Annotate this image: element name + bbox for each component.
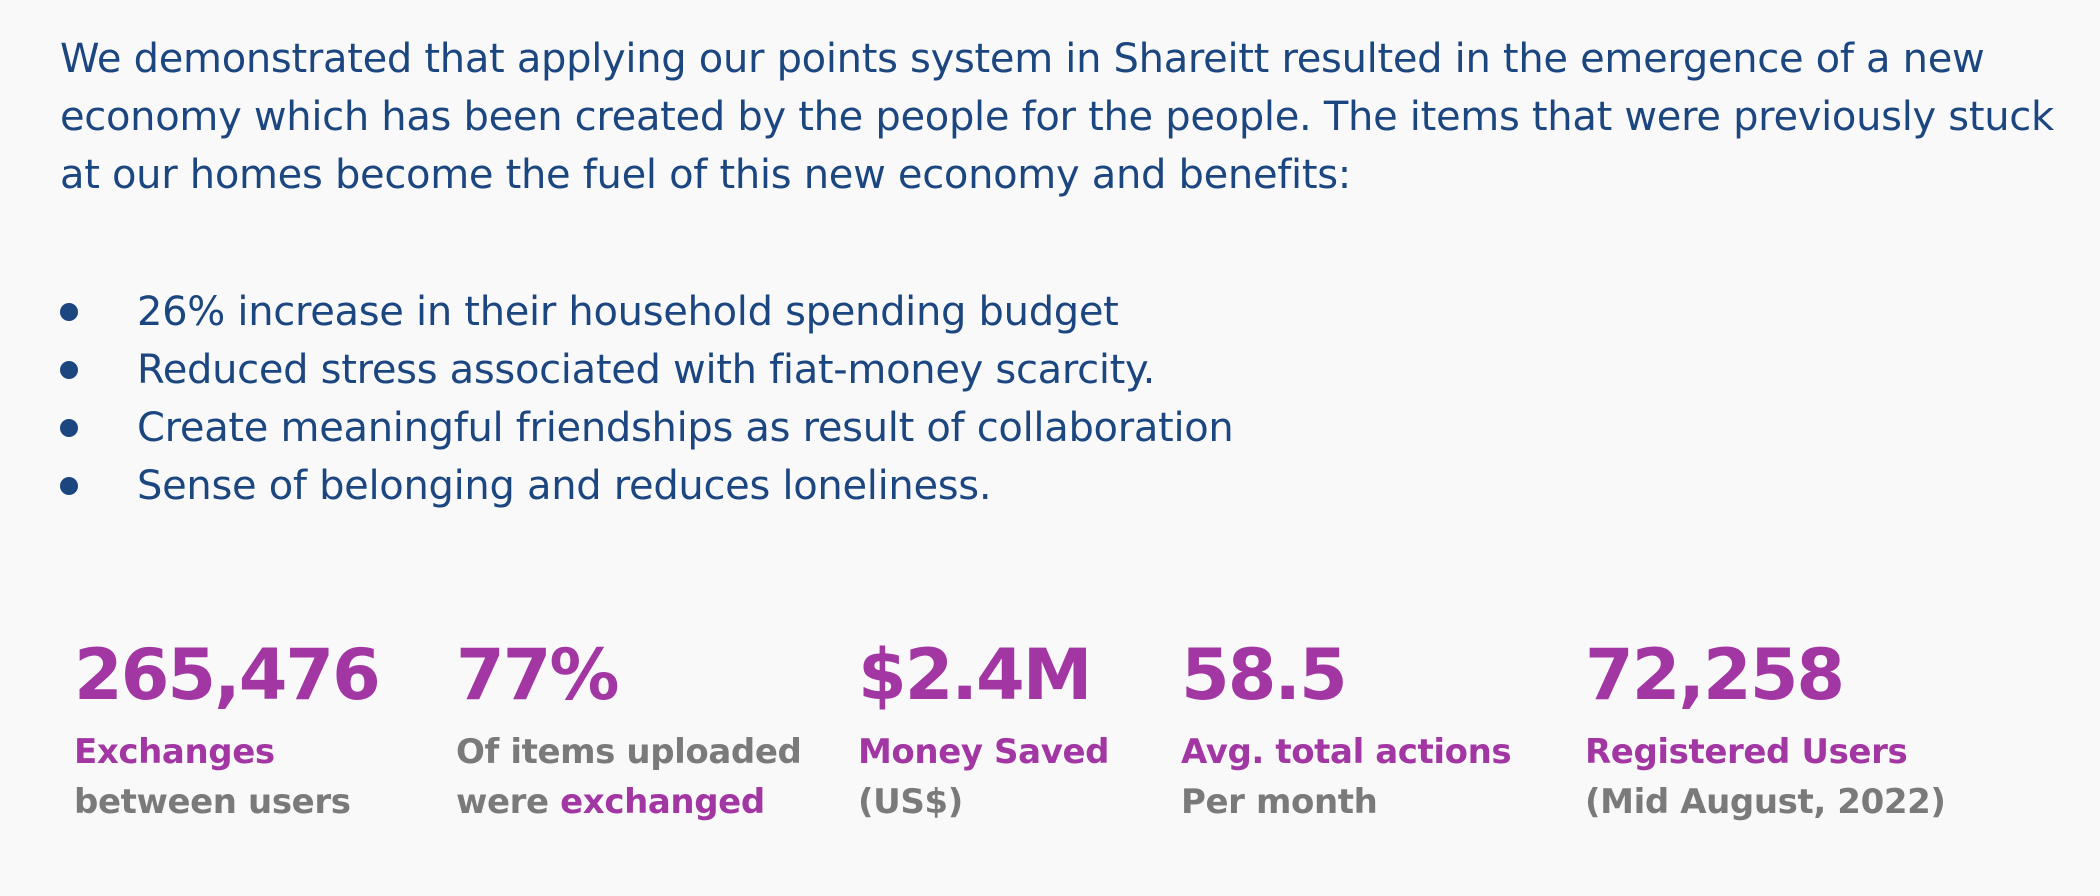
stat-label-line1: Money Saved xyxy=(858,732,1110,772)
stat-label-line2: (US$) xyxy=(858,782,963,822)
stat-label: Registered Users (Mid August, 2022) xyxy=(1585,727,1946,827)
list-item: Reduced stress associated with fiat-mone… xyxy=(60,341,1233,399)
stat-label-line2: were exchanged xyxy=(456,777,801,827)
stat-value: 58.5 xyxy=(1181,634,1348,716)
stat-avg-actions: 58.5 Avg. total actions Per month xyxy=(1181,633,1512,827)
stat-label-line1: Exchanges xyxy=(74,732,275,772)
stat-label-line2: (Mid August, 2022) xyxy=(1585,782,1946,822)
list-item: Create meaningful friendships as result … xyxy=(60,399,1234,457)
bullet-icon xyxy=(60,303,78,321)
stat-label-line1: Avg. total actions xyxy=(1181,732,1512,772)
stat-exchanges: 265,476 Exchanges between users xyxy=(74,633,381,827)
benefits-list: 26% increase in their household spending… xyxy=(60,283,1234,515)
stat-value: $2.4M xyxy=(858,634,1092,716)
stat-value: 265,476 xyxy=(74,634,381,716)
stat-label: Of items uploaded were exchanged xyxy=(456,727,802,827)
list-item: 26% increase in their household spending… xyxy=(60,283,1233,341)
stat-label-prefix: were xyxy=(456,782,561,822)
stat-label: Avg. total actions Per month xyxy=(1181,727,1512,827)
benefit-text: Create meaningful friendships as result … xyxy=(137,405,1234,451)
stat-label: Exchanges between users xyxy=(74,727,379,827)
stat-value: 72,258 xyxy=(1585,634,1845,716)
stat-value: 77% xyxy=(456,634,620,716)
benefit-text: Sense of belonging and reduces lonelines… xyxy=(137,463,992,509)
stat-label-line2: Per month xyxy=(1181,782,1378,822)
stat-registered-users: 72,258 Registered Users (Mid August, 202… xyxy=(1585,633,1946,827)
stat-label-accent: exchanged xyxy=(560,782,765,822)
bullet-icon xyxy=(60,477,78,495)
benefit-text: 26% increase in their household spending… xyxy=(137,289,1119,335)
benefit-text: Reduced stress associated with fiat-mone… xyxy=(137,347,1156,393)
stat-label-line2: between users xyxy=(74,782,351,822)
stat-items-exchanged: 77% Of items uploaded were exchanged xyxy=(456,633,802,827)
stat-label-line1: Of items uploaded xyxy=(456,732,802,772)
stat-money-saved: $2.4M Money Saved (US$) xyxy=(858,633,1109,827)
intro-paragraph: We demonstrated that applying our points… xyxy=(60,36,2054,198)
stat-label: Money Saved (US$) xyxy=(858,727,1109,827)
list-item: Sense of belonging and reduces lonelines… xyxy=(60,457,1233,515)
bullet-icon xyxy=(60,361,78,379)
stat-label-line1: Registered Users xyxy=(1585,732,1908,772)
bullet-icon xyxy=(60,419,78,437)
